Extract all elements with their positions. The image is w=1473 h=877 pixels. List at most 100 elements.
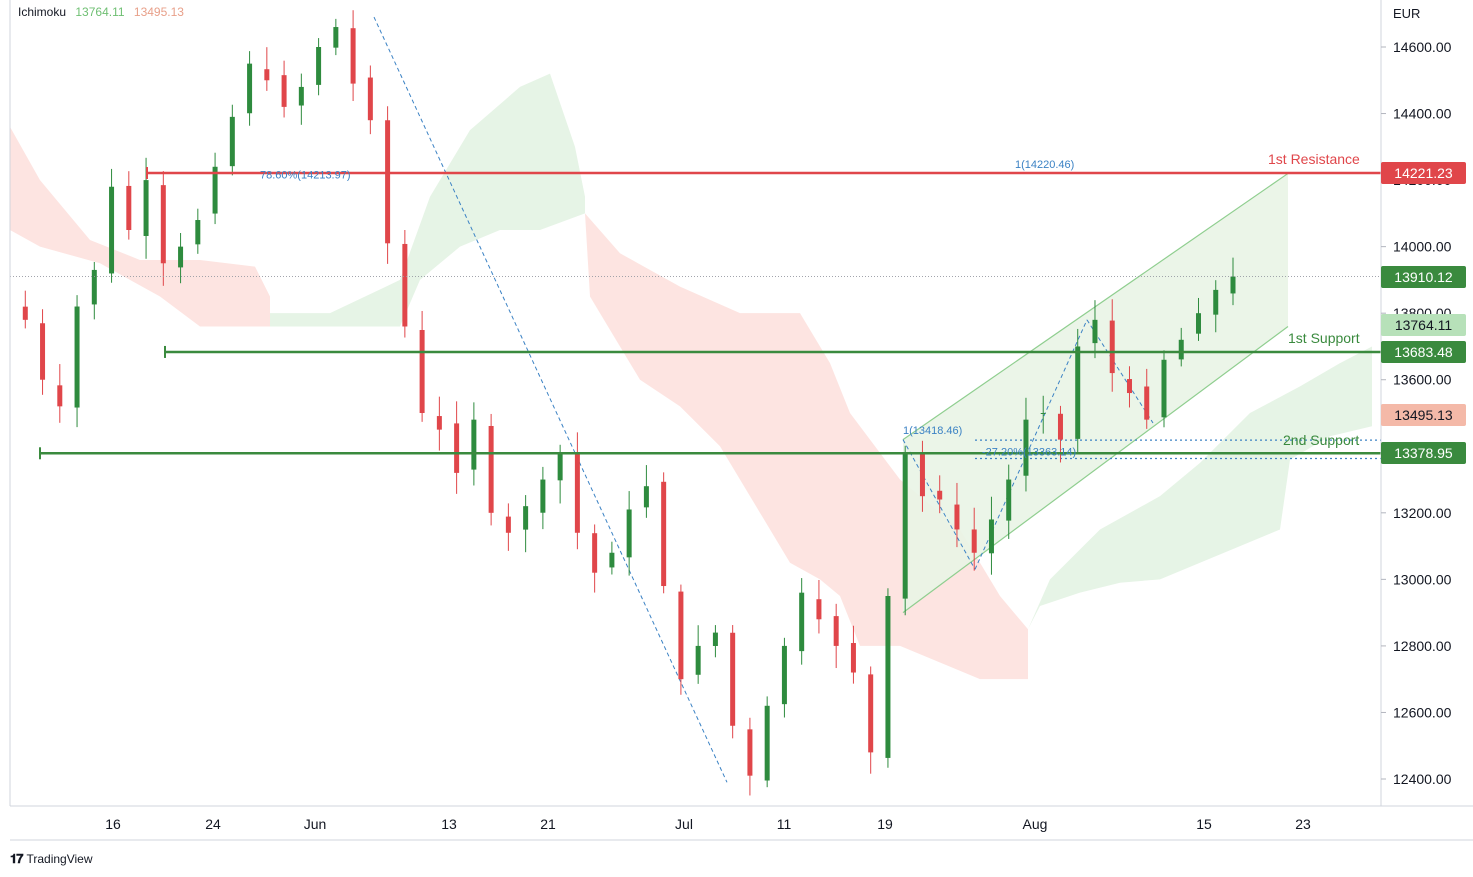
candle <box>1075 328 1081 453</box>
channel-lower <box>902 326 1289 614</box>
price-tag-support: 13378.95 <box>1381 442 1466 465</box>
candle-body <box>22 306 28 320</box>
candle-body <box>747 729 753 776</box>
candle <box>1230 257 1236 306</box>
candle <box>1126 366 1132 408</box>
candle-body <box>1213 289 1219 315</box>
candle <box>954 482 960 548</box>
candle-body <box>1109 320 1115 374</box>
candle <box>109 168 115 283</box>
candle <box>350 10 356 102</box>
candle <box>540 466 546 530</box>
y-tick-label: 13000.00 <box>1393 571 1452 587</box>
candle-body <box>229 116 235 167</box>
candle-body <box>816 599 822 620</box>
candle-body <box>419 329 425 413</box>
x-tick-label: 21 <box>540 816 556 832</box>
candle-body <box>557 452 563 481</box>
candle <box>505 503 511 551</box>
candle-body <box>902 452 908 599</box>
candle-body <box>402 243 408 327</box>
candle-body <box>212 166 218 214</box>
candle-body <box>885 596 891 758</box>
indicator-legend[interactable]: Ichimoku 13764.11 13495.13 <box>18 5 190 19</box>
candle-body <box>781 645 787 705</box>
candle <box>333 18 339 56</box>
candle <box>885 588 891 768</box>
candle <box>799 578 805 665</box>
candle-body <box>40 323 46 380</box>
candle <box>281 60 287 118</box>
candle <box>488 413 494 526</box>
candle-body <box>540 479 546 513</box>
candle <box>1023 397 1029 492</box>
candle <box>436 396 442 451</box>
x-tick-label: 13 <box>441 816 457 832</box>
level-label-2: 1st Support <box>1288 330 1360 346</box>
candle-body <box>505 516 511 533</box>
fib-swing-a <box>902 439 976 570</box>
candle-body <box>1006 479 1012 521</box>
cloud-bull-1 <box>270 73 585 327</box>
candle-body <box>436 416 442 430</box>
candle-body <box>454 423 460 473</box>
x-tick-label: Jul <box>675 816 693 832</box>
tradingview-brand[interactable]: 𝟏𝟕 TradingView <box>10 851 93 867</box>
level-label-1: 1st Resistance <box>1268 151 1360 167</box>
candle <box>781 637 787 718</box>
cloud-bull-2 <box>1028 346 1372 630</box>
candle <box>40 309 46 395</box>
candle <box>454 401 460 494</box>
candle <box>57 364 63 423</box>
price-tag-last: 13910.12 <box>1381 265 1466 288</box>
candle-body <box>1075 346 1081 439</box>
candle <box>902 445 908 616</box>
legend-indicator-name: Ichimoku <box>18 5 67 19</box>
x-tick-label: 24 <box>205 816 221 832</box>
price-tag-resistance: 14221.23 <box>1381 162 1466 185</box>
candle <box>988 496 994 575</box>
y-tick-label: 13600.00 <box>1393 372 1452 388</box>
price-tag-ichimoku_a: 13764.11 <box>1381 314 1466 336</box>
candle-body <box>919 453 925 497</box>
candle <box>178 233 184 284</box>
fib-annotation-text: 1(13418.46) <box>903 425 962 437</box>
candle-body <box>868 674 874 753</box>
candle-body <box>523 506 529 530</box>
candle-body <box>712 632 718 646</box>
candle <box>609 541 615 575</box>
candle <box>574 432 580 550</box>
fib-annotation-text: 78.60%(14213.97) <box>260 169 351 181</box>
candle-body <box>850 643 856 673</box>
level-label-3: 2nd Support <box>1283 432 1360 448</box>
candle <box>1092 300 1098 359</box>
candle <box>661 472 667 594</box>
x-tick-label: 11 <box>777 816 792 832</box>
legend-value-b: 13495.13 <box>133 5 184 19</box>
candle-body <box>74 306 80 408</box>
candle <box>91 261 97 320</box>
candle-body <box>1126 379 1132 394</box>
candle <box>678 584 684 695</box>
candle-body <box>971 529 977 553</box>
candle-body <box>833 616 839 646</box>
candle-body <box>643 486 649 508</box>
legend-value-a: 13764.11 <box>75 5 125 19</box>
candle-body <box>471 419 477 470</box>
candle <box>385 106 391 264</box>
x-tick-label: 19 <box>877 816 893 832</box>
fib-annotation-text: 1(14220.46) <box>1015 159 1074 171</box>
candle-body <box>316 47 322 85</box>
candle-body <box>954 504 960 530</box>
candle <box>833 603 839 669</box>
candle <box>971 507 977 571</box>
candle-body <box>298 86 304 106</box>
candle-body <box>143 180 149 236</box>
candle <box>402 230 408 338</box>
channel-upper <box>902 172 1289 441</box>
candle-body <box>730 632 736 726</box>
x-tick-label: 15 <box>1196 816 1212 832</box>
candle-body <box>678 591 684 680</box>
candle <box>195 208 201 254</box>
